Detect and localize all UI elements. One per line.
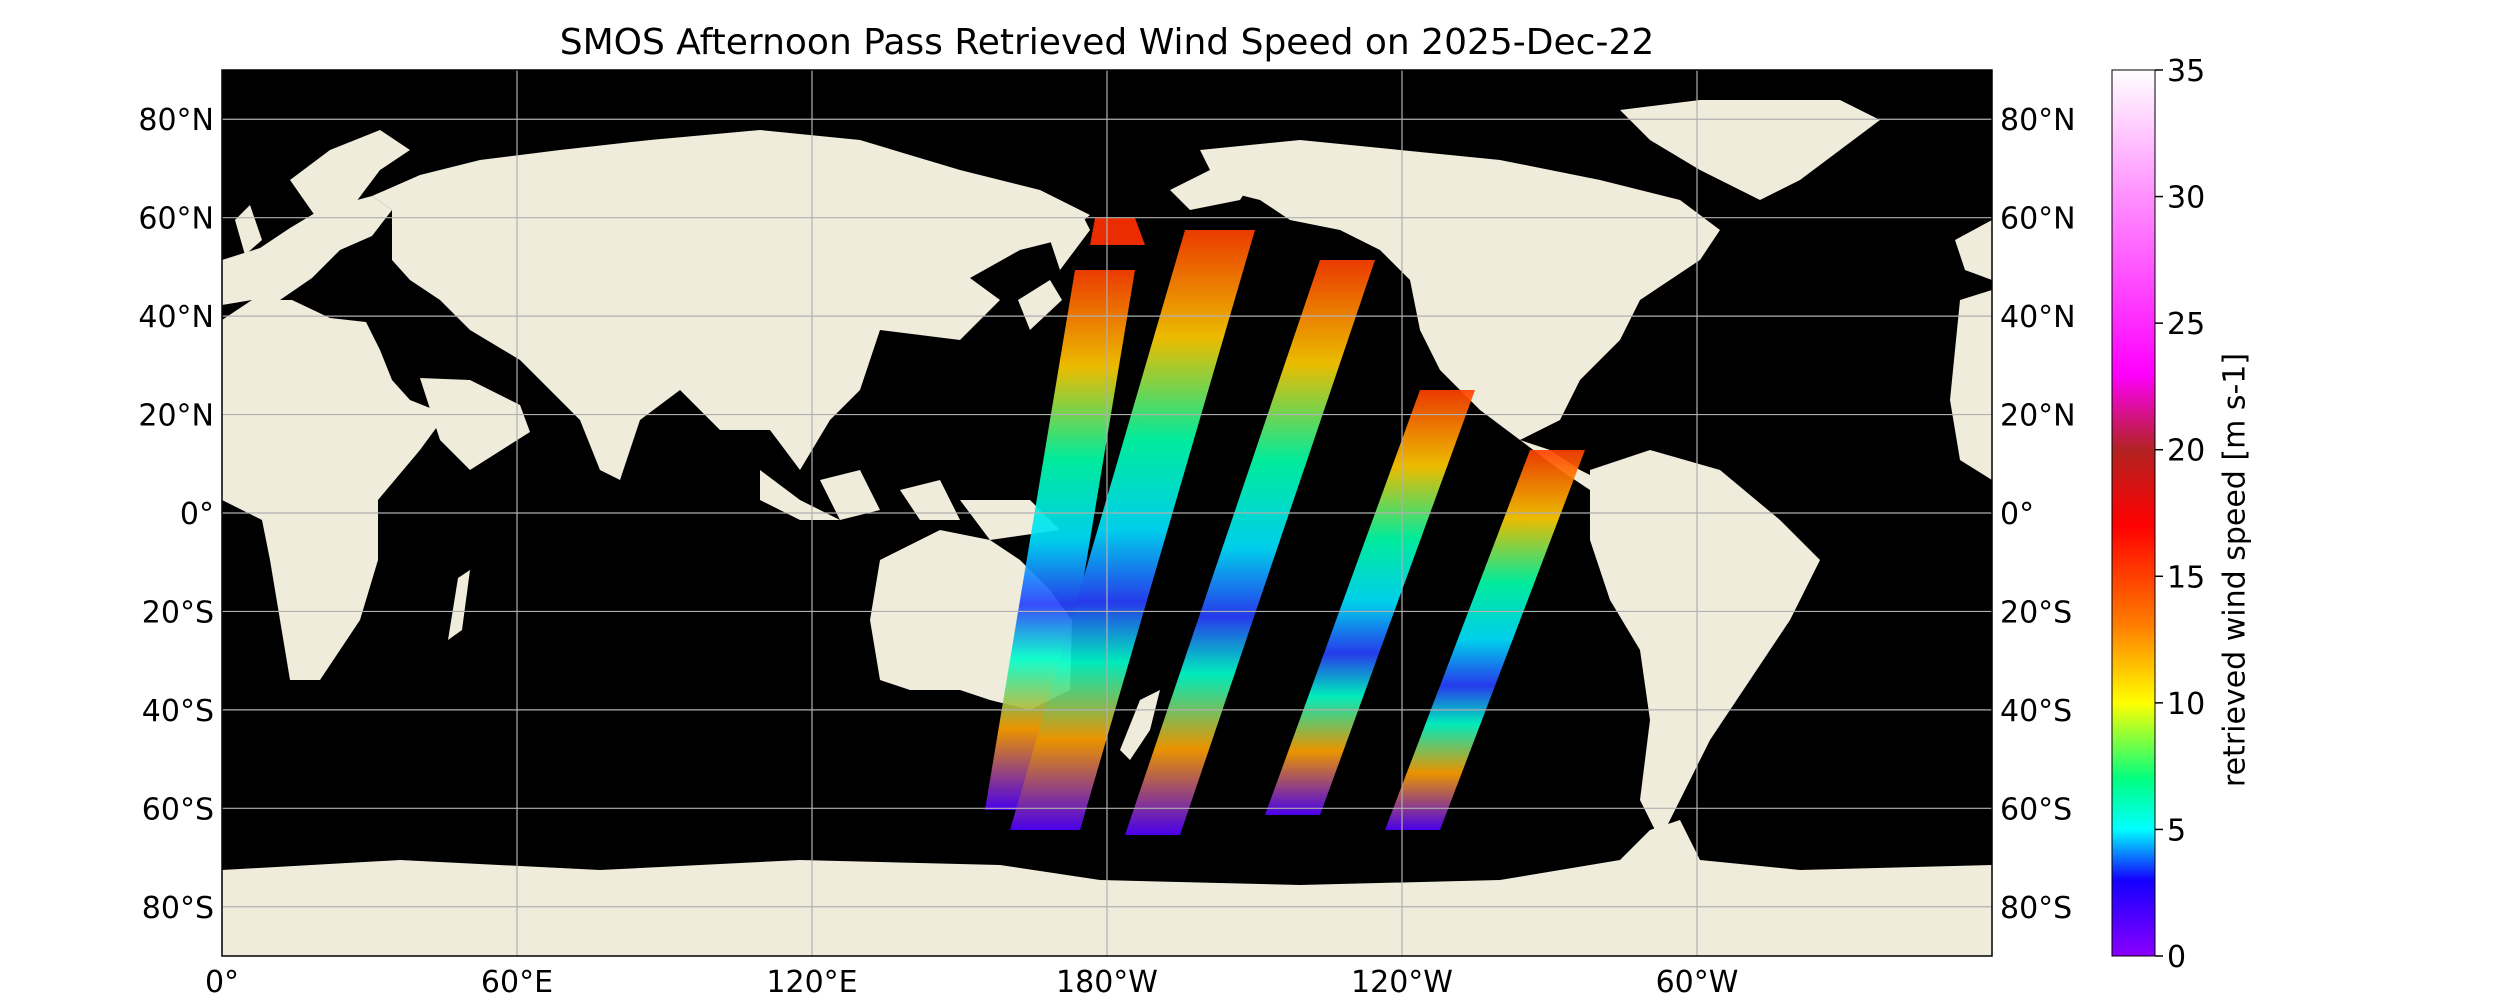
lat-label-right-8: 80°S: [2000, 891, 2072, 926]
map-area: [222, 70, 1992, 956]
lat-label-left-7: 60°S: [142, 792, 214, 827]
lat-label-right-3: 20°N: [2000, 399, 2076, 434]
colorbar-tick-label-7: 35: [2167, 54, 2205, 89]
lon-label-5: 60°W: [1656, 965, 1739, 1000]
wind-swaths: [985, 218, 1585, 835]
colorbar: 0 5 10 15 20 25 30 35: [2111, 54, 2205, 975]
swath-4: [1265, 390, 1475, 815]
colorbar-gradient: [2111, 69, 2156, 957]
lon-label-2: 120°E: [766, 965, 857, 1000]
swath-5: [1385, 450, 1585, 830]
swath-top-patch: [1090, 218, 1145, 245]
colorbar-tick-label-5: 25: [2167, 307, 2205, 342]
colorbar-tick-label-4: 20: [2167, 434, 2205, 469]
lat-label-right-6: 40°S: [2000, 694, 2072, 729]
colorbar-tick-label-6: 30: [2167, 181, 2205, 216]
longitude-labels: 0° 60°E 120°E 180°W 120°W 60°W: [205, 965, 1738, 1000]
lon-label-4: 120°W: [1351, 965, 1453, 1000]
lat-label-right-5: 20°S: [2000, 595, 2072, 630]
colorbar-tick-label-2: 10: [2167, 687, 2205, 722]
lat-label-right-1: 60°N: [2000, 202, 2076, 237]
gridlines: [222, 70, 1992, 956]
swath-3: [1125, 260, 1375, 835]
lon-label-1: 60°E: [481, 965, 553, 1000]
swath-2: [1010, 230, 1255, 830]
lat-label-right-2: 40°N: [2000, 300, 2076, 335]
colorbar-tick-label-3: 15: [2167, 560, 2205, 595]
lat-label-left-5: 20°S: [142, 595, 214, 630]
colorbar-tick-label-1: 5: [2167, 813, 2186, 848]
swath-1: [985, 270, 1135, 810]
lat-label-left-8: 80°S: [142, 891, 214, 926]
lat-label-left-4: 0°: [180, 497, 214, 532]
chart-title: SMOS Afternoon Pass Retrieved Wind Speed…: [559, 22, 1655, 63]
lat-label-left-6: 40°S: [142, 694, 214, 729]
map-frame: [221, 69, 1993, 957]
lat-label-left-0: 80°N: [138, 103, 214, 138]
lon-label-3: 180°W: [1056, 965, 1158, 1000]
lon-label-0: 0°: [205, 965, 239, 1000]
lat-label-left-2: 40°N: [138, 300, 214, 335]
lat-label-right-4: 0°: [2000, 497, 2034, 532]
lat-label-left-3: 20°N: [138, 399, 214, 434]
lat-label-right-7: 60°S: [2000, 792, 2072, 827]
colorbar-ticks: 0 5 10 15 20 25 30 35: [2155, 54, 2205, 975]
lat-label-left-1: 60°N: [138, 202, 214, 237]
latitude-labels: 80°N 80°N 60°N 60°N 40°N 40°N 20°N 20°N 0° 0° 20°S…: [138, 103, 2075, 926]
lat-label-right-0: 80°N: [2000, 103, 2076, 138]
colorbar-tick-label-0: 0: [2167, 940, 2186, 975]
colorbar-label: retrieved wind speed [m s-1]: [2217, 352, 2253, 788]
